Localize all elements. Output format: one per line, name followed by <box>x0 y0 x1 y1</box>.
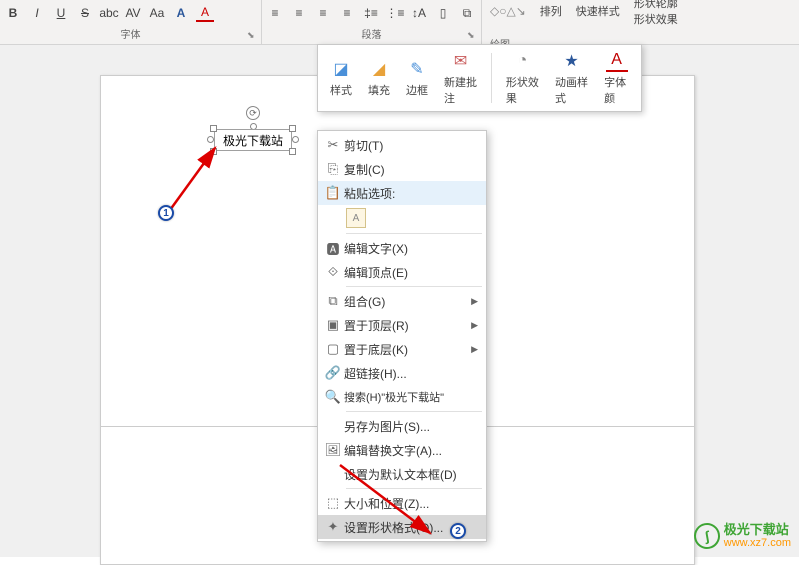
ribbon-para-group: ≡ ≡ ≡ ≡ ‡≡ ⋮≡ ↕A ▯ ⧉ 段落 ⬊ <box>262 0 482 44</box>
watermark-url: www.xz7.com <box>724 537 791 549</box>
mt-fill-button[interactable]: ◢填充 <box>362 56 396 100</box>
bring-front-icon: ▣ <box>322 317 344 333</box>
handle-tl[interactable] <box>210 125 217 132</box>
edit-text-icon: 🅰 <box>322 239 344 258</box>
shape-outline-button[interactable]: 形状轮廓 <box>634 0 678 11</box>
style-icon: ◪ <box>330 58 352 80</box>
handle-mr[interactable] <box>292 136 299 143</box>
paste-icon: 📋 <box>322 185 344 201</box>
fill-icon: ◢ <box>368 58 390 80</box>
marker-2: 2 <box>450 523 466 539</box>
linespacing-button[interactable]: ‡≡ <box>362 4 380 22</box>
cm-bring-front[interactable]: ▣置于顶层(R)▶ <box>318 313 486 337</box>
format-shape-icon: ✦ <box>322 519 344 535</box>
cm-sep-4 <box>346 488 482 489</box>
font-color-button[interactable]: A <box>196 4 214 22</box>
italic-button[interactable]: I <box>28 4 46 22</box>
border-icon: ✎ <box>406 58 428 80</box>
handle-ml[interactable] <box>207 136 214 143</box>
cm-send-back[interactable]: ▢置于底层(K)▶ <box>318 337 486 361</box>
font-launcher-icon[interactable]: ⬊ <box>247 30 259 42</box>
handle-br[interactable] <box>289 148 296 155</box>
bullets-button[interactable]: ⋮≡ <box>386 4 404 22</box>
ribbon: B I U S abc AV Aa A A 字体 ⬊ ≡ ≡ ≡ ≡ ‡≡ ⋮≡… <box>0 0 799 45</box>
cm-paste-options[interactable]: 📋粘贴选项: <box>318 181 486 205</box>
comment-icon: ✉ <box>450 50 472 72</box>
smartart-button[interactable]: ⧉ <box>458 4 476 22</box>
textbox[interactable]: 极光下载站 <box>214 129 292 151</box>
mini-toolbar: ◪样式 ◢填充 ✎边框 ✉新建批注 ◔形状效果 ★动画样式 A字体颜 <box>317 44 642 112</box>
textdir-button[interactable]: ↕A <box>410 4 428 22</box>
mt-separator <box>491 53 492 103</box>
cm-search[interactable]: 🔍搜索(H)"极光下载站" <box>318 385 486 409</box>
alt-text-icon: 🖼 <box>322 442 344 458</box>
quickstyle-button[interactable]: 快速样式 <box>576 3 620 19</box>
cm-alt-text[interactable]: 🖼编辑替换文字(A)... <box>318 438 486 462</box>
cut-icon: ✂ <box>322 137 344 153</box>
arrange-button[interactable]: 排列 <box>540 3 562 19</box>
align-right-button[interactable]: ≡ <box>314 4 332 22</box>
shapes-gallery-icon[interactable]: ◇○△↘ <box>490 4 526 18</box>
cm-save-pic[interactable]: 另存为图片(S)... <box>318 414 486 438</box>
cm-size-pos[interactable]: ⬚大小和位置(Z)... <box>318 491 486 515</box>
cm-sep-3 <box>346 411 482 412</box>
search-icon: 🔍 <box>322 389 344 405</box>
handle-bl[interactable] <box>210 148 217 155</box>
chevron-right-icon: ▶ <box>471 296 478 307</box>
size-icon: ⬚ <box>322 495 344 511</box>
para-launcher-icon[interactable]: ⬊ <box>467 30 479 42</box>
star-icon: ★ <box>561 50 583 72</box>
cm-cut[interactable]: ✂剪切(T) <box>318 133 486 157</box>
mt-border-button[interactable]: ✎边框 <box>400 56 434 100</box>
mt-anim-style-button[interactable]: ★动画样式 <box>549 48 594 108</box>
cm-paste-sub: A <box>318 205 486 231</box>
mt-font-color-button[interactable]: A字体颜 <box>598 48 635 108</box>
marker-1: 1 <box>158 205 174 221</box>
group-icon: ⧉ <box>322 293 344 309</box>
chevron-right-icon: ▶ <box>471 320 478 331</box>
ribbon-draw-group: ◇○△↘ 排列 快速样式 形状轮廓 形状效果 绘图 <box>482 0 799 44</box>
edit-points-icon: ⟐ <box>322 264 344 280</box>
font-color-icon: A <box>606 50 628 72</box>
watermark-title: 极光下载站 <box>724 523 791 537</box>
align-v-button[interactable]: ▯ <box>434 4 452 22</box>
mt-style-button[interactable]: ◪样式 <box>324 56 358 100</box>
mt-shape-effects-button[interactable]: ◔形状效果 <box>500 48 545 108</box>
cm-sep-2 <box>346 286 482 287</box>
align-left-button[interactable]: ≡ <box>266 4 284 22</box>
spacing-button[interactable]: AV <box>124 4 142 22</box>
watermark-logo-icon: ʃ <box>692 521 722 551</box>
cm-sep-1 <box>346 233 482 234</box>
copy-icon: ⎘ <box>322 161 344 177</box>
shape-effects-icon: ◔ <box>511 50 533 72</box>
chevron-right-icon: ▶ <box>471 344 478 355</box>
underline-button[interactable]: U <box>52 4 70 22</box>
cm-hyperlink[interactable]: 🔗超链接(H)... <box>318 361 486 385</box>
watermark: ʃ 极光下载站 www.xz7.com <box>694 523 791 549</box>
send-back-icon: ▢ <box>322 341 344 357</box>
ribbon-font-group: B I U S abc AV Aa A A 字体 ⬊ <box>0 0 262 44</box>
justify-button[interactable]: ≡ <box>338 4 356 22</box>
font-effects-button[interactable]: A <box>172 4 190 22</box>
cm-edit-text[interactable]: 🅰编辑文字(X) <box>318 236 486 260</box>
shape-effects-button[interactable]: 形状效果 <box>634 11 678 27</box>
paste-option-a[interactable]: A <box>346 208 366 228</box>
handle-tr[interactable] <box>289 125 296 132</box>
context-menu: ✂剪切(T) ⎘复制(C) 📋粘贴选项: A 🅰编辑文字(X) ⟐编辑顶点(E)… <box>317 130 487 542</box>
mt-comment-button[interactable]: ✉新建批注 <box>438 48 483 108</box>
font-group-label: 字体 <box>4 24 257 41</box>
hyperlink-icon: 🔗 <box>322 365 344 381</box>
cm-default-textbox[interactable]: 设置为默认文本框(D) <box>318 462 486 486</box>
align-center-button[interactable]: ≡ <box>290 4 308 22</box>
rotate-handle-icon[interactable]: ⟳ <box>246 106 260 120</box>
strike-button[interactable]: S <box>76 4 94 22</box>
case-button[interactable]: Aa <box>148 4 166 22</box>
bold-button[interactable]: B <box>4 4 22 22</box>
cm-copy[interactable]: ⎘复制(C) <box>318 157 486 181</box>
para-group-label: 段落 <box>266 24 477 41</box>
cm-edit-points[interactable]: ⟐编辑顶点(E) <box>318 260 486 284</box>
strike2-button[interactable]: abc <box>100 4 118 22</box>
cm-group[interactable]: ⧉组合(G)▶ <box>318 289 486 313</box>
